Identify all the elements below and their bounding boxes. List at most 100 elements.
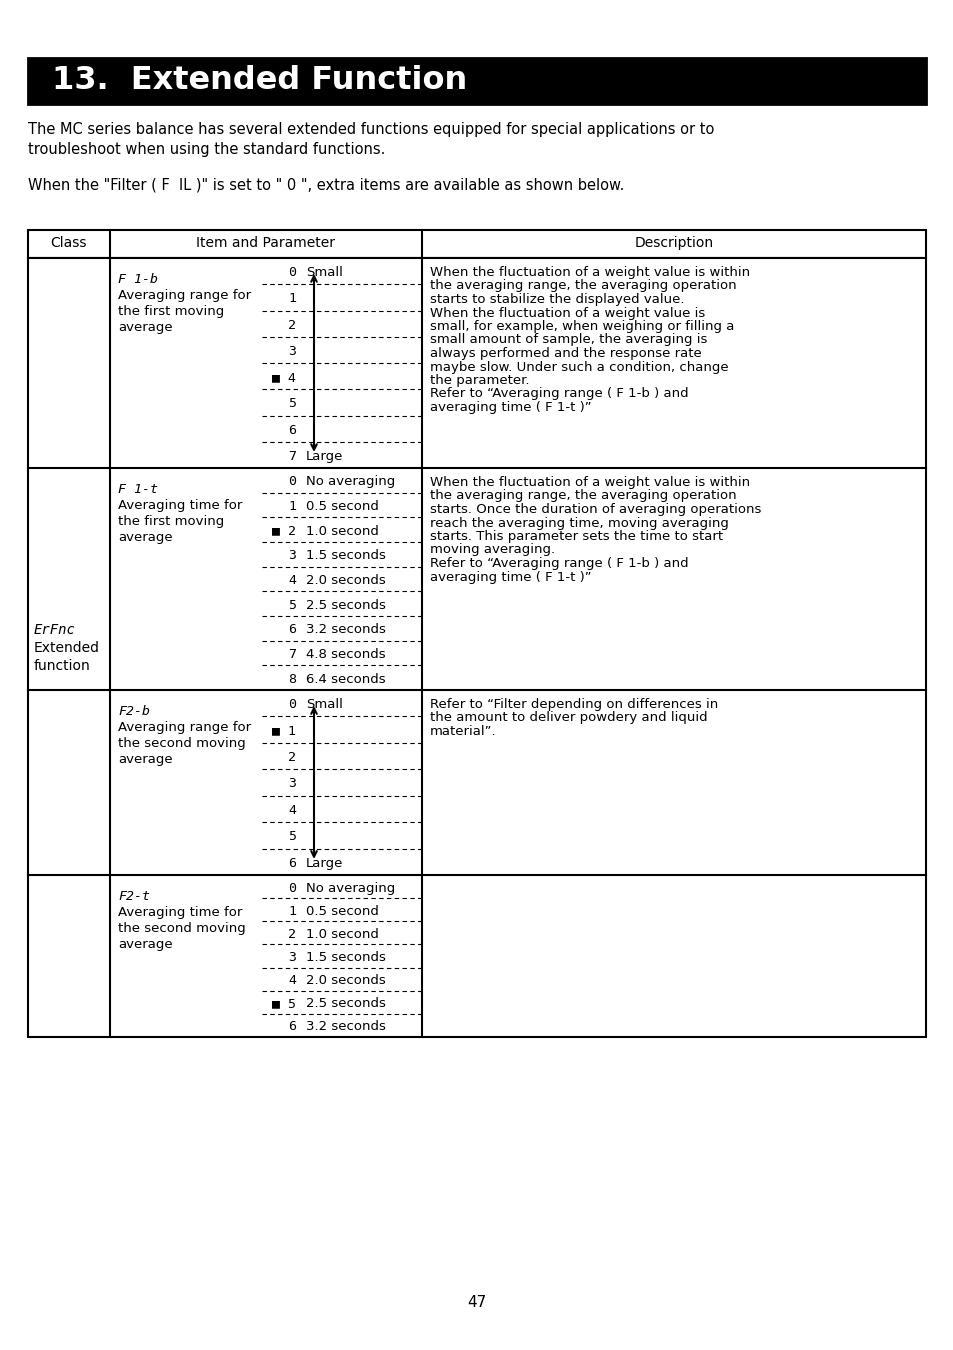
Text: function: function bbox=[34, 660, 91, 674]
Text: 5: 5 bbox=[288, 830, 295, 844]
Text: average: average bbox=[118, 321, 172, 333]
Text: 0: 0 bbox=[288, 475, 295, 489]
Text: Small: Small bbox=[306, 266, 342, 279]
Text: average: average bbox=[118, 753, 172, 765]
Bar bbox=[28, 258, 925, 1037]
Text: Item and Parameter: Item and Parameter bbox=[196, 236, 335, 250]
Text: 4: 4 bbox=[288, 975, 295, 987]
Text: 0: 0 bbox=[288, 266, 295, 279]
Bar bbox=[28, 230, 925, 258]
Text: starts to stabilize the displayed value.: starts to stabilize the displayed value. bbox=[430, 293, 684, 306]
Text: average: average bbox=[118, 938, 172, 950]
Text: 6.4 seconds: 6.4 seconds bbox=[306, 672, 385, 686]
Text: 1: 1 bbox=[288, 904, 295, 918]
Text: starts. This parameter sets the time to start: starts. This parameter sets the time to … bbox=[430, 531, 722, 543]
Text: 2: 2 bbox=[288, 927, 295, 941]
Text: the amount to deliver powdery and liquid: the amount to deliver powdery and liquid bbox=[430, 711, 707, 725]
Text: 6: 6 bbox=[288, 1021, 295, 1034]
Text: 6: 6 bbox=[288, 624, 295, 636]
Text: 2: 2 bbox=[288, 319, 295, 332]
Text: ■ 4: ■ 4 bbox=[272, 371, 295, 385]
Text: Refer to “Averaging range ( F 1-b ) and: Refer to “Averaging range ( F 1-b ) and bbox=[430, 558, 688, 570]
Text: the second moving: the second moving bbox=[118, 737, 246, 751]
Text: 13.  Extended Function: 13. Extended Function bbox=[52, 65, 467, 96]
Text: the averaging range, the averaging operation: the averaging range, the averaging opera… bbox=[430, 279, 736, 293]
Text: The MC series balance has several extended functions equipped for special applic: The MC series balance has several extend… bbox=[28, 122, 714, 136]
Text: Averaging range for: Averaging range for bbox=[118, 289, 251, 302]
Text: 1.5 seconds: 1.5 seconds bbox=[306, 950, 385, 964]
Text: 1: 1 bbox=[288, 500, 295, 513]
Text: 2.5 seconds: 2.5 seconds bbox=[306, 598, 385, 612]
Text: Description: Description bbox=[634, 236, 713, 250]
Text: ■ 1: ■ 1 bbox=[272, 725, 295, 737]
Text: average: average bbox=[118, 531, 172, 544]
Text: 1.0 second: 1.0 second bbox=[306, 927, 378, 941]
Text: 2.0 seconds: 2.0 seconds bbox=[306, 975, 385, 987]
Text: 6: 6 bbox=[288, 857, 295, 869]
Text: moving averaging.: moving averaging. bbox=[430, 544, 555, 556]
Text: 47: 47 bbox=[467, 1295, 486, 1309]
Text: 4: 4 bbox=[288, 805, 295, 817]
Text: When the "Filter ( F  IL )" is set to " 0 ", extra items are available as shown : When the "Filter ( F IL )" is set to " 0… bbox=[28, 177, 623, 192]
Text: Class: Class bbox=[51, 236, 87, 250]
Text: reach the averaging time, moving averaging: reach the averaging time, moving averagi… bbox=[430, 517, 728, 529]
Text: Refer to “Averaging range ( F 1-b ) and: Refer to “Averaging range ( F 1-b ) and bbox=[430, 387, 688, 401]
Text: 1.0 second: 1.0 second bbox=[306, 525, 378, 537]
Text: 4.8 seconds: 4.8 seconds bbox=[306, 648, 385, 662]
Text: 0.5 second: 0.5 second bbox=[306, 500, 378, 513]
Text: Extended: Extended bbox=[34, 641, 100, 656]
Text: When the fluctuation of a weight value is within: When the fluctuation of a weight value i… bbox=[430, 477, 749, 489]
Text: 3: 3 bbox=[288, 549, 295, 563]
Text: maybe slow. Under such a condition, change: maybe slow. Under such a condition, chan… bbox=[430, 360, 728, 374]
Text: Averaging time for: Averaging time for bbox=[118, 500, 242, 512]
Text: the parameter.: the parameter. bbox=[430, 374, 529, 387]
Text: the first moving: the first moving bbox=[118, 514, 224, 528]
Text: 7: 7 bbox=[288, 648, 295, 662]
Text: When the fluctuation of a weight value is: When the fluctuation of a weight value i… bbox=[430, 306, 704, 320]
Text: Refer to “Filter depending on differences in: Refer to “Filter depending on difference… bbox=[430, 698, 718, 711]
Text: the averaging range, the averaging operation: the averaging range, the averaging opera… bbox=[430, 490, 736, 502]
Text: the second moving: the second moving bbox=[118, 922, 246, 936]
Text: Large: Large bbox=[306, 450, 343, 463]
Text: 5: 5 bbox=[288, 598, 295, 612]
Text: averaging time ( F 1-t )”: averaging time ( F 1-t )” bbox=[430, 571, 591, 583]
Text: When the fluctuation of a weight value is within: When the fluctuation of a weight value i… bbox=[430, 266, 749, 279]
Text: Small: Small bbox=[306, 698, 342, 711]
Text: No averaging: No averaging bbox=[306, 475, 395, 489]
Text: F2-b: F2-b bbox=[118, 705, 150, 718]
Text: 0.5 second: 0.5 second bbox=[306, 904, 378, 918]
Text: 2: 2 bbox=[288, 751, 295, 764]
Text: the first moving: the first moving bbox=[118, 305, 224, 319]
Text: starts. Once the duration of averaging operations: starts. Once the duration of averaging o… bbox=[430, 504, 760, 516]
Text: averaging time ( F 1-t )”: averaging time ( F 1-t )” bbox=[430, 401, 591, 414]
Text: 2.5 seconds: 2.5 seconds bbox=[306, 998, 385, 1010]
Text: 3: 3 bbox=[288, 344, 295, 358]
Text: Averaging range for: Averaging range for bbox=[118, 721, 251, 734]
Text: Averaging time for: Averaging time for bbox=[118, 906, 242, 919]
Text: small, for example, when weighing or filling a: small, for example, when weighing or fil… bbox=[430, 320, 734, 333]
Text: ■ 2: ■ 2 bbox=[272, 525, 295, 537]
Text: 8: 8 bbox=[288, 672, 295, 686]
Text: 1: 1 bbox=[288, 293, 295, 305]
Text: 3.2 seconds: 3.2 seconds bbox=[306, 1021, 385, 1034]
Text: 3: 3 bbox=[288, 778, 295, 791]
Text: material”.: material”. bbox=[430, 725, 497, 738]
Text: 1.5 seconds: 1.5 seconds bbox=[306, 549, 385, 563]
Text: Large: Large bbox=[306, 857, 343, 869]
Text: F2-t: F2-t bbox=[118, 890, 150, 903]
Text: small amount of sample, the averaging is: small amount of sample, the averaging is bbox=[430, 333, 706, 347]
Text: F 1-t: F 1-t bbox=[118, 483, 158, 495]
Text: 3.2 seconds: 3.2 seconds bbox=[306, 624, 385, 636]
Text: No averaging: No averaging bbox=[306, 882, 395, 895]
Text: always performed and the response rate: always performed and the response rate bbox=[430, 347, 701, 360]
Text: F 1-b: F 1-b bbox=[118, 273, 158, 286]
Text: 6: 6 bbox=[288, 424, 295, 436]
Text: 2.0 seconds: 2.0 seconds bbox=[306, 574, 385, 587]
Text: 0: 0 bbox=[288, 698, 295, 711]
Text: 3: 3 bbox=[288, 950, 295, 964]
Text: 7: 7 bbox=[288, 450, 295, 463]
Bar bbox=[28, 58, 925, 104]
Text: 4: 4 bbox=[288, 574, 295, 587]
Text: ErFnc: ErFnc bbox=[34, 624, 76, 637]
Text: ■ 5: ■ 5 bbox=[272, 998, 295, 1010]
